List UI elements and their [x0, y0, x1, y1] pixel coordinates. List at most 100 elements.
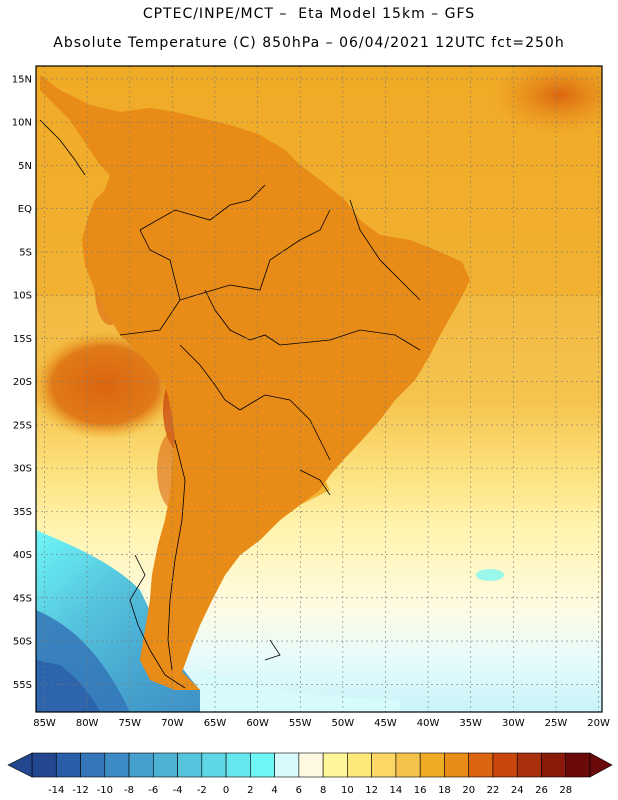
- lon-label: 50W: [332, 718, 355, 729]
- lon-label: 40W: [417, 718, 440, 729]
- lon-label: 35W: [459, 718, 482, 729]
- lat-label: 25S: [13, 420, 32, 431]
- colorbar-label: 4: [271, 785, 277, 796]
- colorbar-label: -10: [97, 785, 113, 796]
- lon-label: 20W: [587, 718, 610, 729]
- colorbar-swatch: [128, 752, 154, 778]
- border-states-central: [279, 329, 421, 351]
- colorbar-swatch: [322, 752, 348, 778]
- colorbar-swatch: [201, 752, 227, 778]
- border-chile-bolivia: [179, 344, 241, 411]
- colorbar-label: 2: [247, 785, 253, 796]
- colorbar-label: 10: [341, 785, 354, 796]
- lat-label: 5S: [19, 247, 32, 258]
- colorbar-swatch: [371, 752, 397, 778]
- colorbar-swatch: [80, 752, 106, 778]
- lat-label: 30S: [13, 464, 32, 475]
- longitude-labels: 85W 80W 75W 70W 65W 60W 55W 50W 45W 40W …: [33, 718, 610, 729]
- lat-label: 15S: [13, 334, 32, 345]
- lat-label: 10N: [12, 118, 32, 129]
- colorbar-swatch: [565, 752, 591, 778]
- colorbar-swatch: [104, 752, 130, 778]
- border-chile-argentina: [167, 439, 186, 671]
- border-amazon: [179, 209, 331, 301]
- colorbar-label: 26: [535, 785, 548, 796]
- latitude-labels: 15N 10N 5N EQ 5S 10S 15S 20S 25S 30S 35S…: [12, 74, 32, 690]
- coast-central-america: [39, 119, 86, 176]
- colorbar-swatch: [468, 752, 494, 778]
- colorbar-label: 0: [223, 785, 229, 796]
- colorbar-swatch: [250, 752, 275, 778]
- colorbar-swatch: [395, 752, 421, 778]
- warm-core-atlantic: [490, 66, 602, 135]
- colorbar-label: 28: [559, 785, 572, 796]
- map-title: CPTEC/INPE/MCT – Eta Model 15km – GFS: [142, 6, 476, 22]
- colorbar-label: 12: [365, 785, 378, 796]
- colorbar-swatch: [419, 752, 445, 778]
- lat-label: 50S: [13, 637, 32, 648]
- border-paraguay: [239, 394, 331, 461]
- border-bolivia: [204, 289, 281, 346]
- colorbar-label: -6: [148, 785, 158, 796]
- border-uruguay: [299, 469, 331, 496]
- colorbar-label: -8: [124, 785, 134, 796]
- colorbar-swatch: [177, 752, 203, 778]
- lon-label: 60W: [246, 718, 269, 729]
- lat-label: EQ: [18, 204, 32, 215]
- colorbar-swatch: [516, 752, 542, 778]
- border-colombia: [139, 184, 266, 231]
- lon-label: 80W: [76, 718, 99, 729]
- colorbar-label: 18: [438, 785, 451, 796]
- lat-label: 40S: [13, 550, 32, 561]
- colorbar-swatches: [31, 752, 591, 778]
- lat-label: 55S: [13, 680, 32, 691]
- temperature-map: 15N 10N 5N EQ 5S 10S 15S 20S 25S 30S 35S…: [12, 65, 610, 729]
- lat-label: 15N: [12, 74, 32, 85]
- lon-label: 30W: [502, 718, 525, 729]
- colorbar-label: 20: [462, 785, 475, 796]
- lon-label: 55W: [289, 718, 312, 729]
- colorbar-label: -14: [48, 785, 64, 796]
- lon-label: 25W: [545, 718, 568, 729]
- colorbar-swatch: [347, 752, 372, 778]
- colorbar-swatch: [298, 752, 324, 778]
- colorbar-label: -2: [197, 785, 207, 796]
- colorbar-label: 22: [487, 785, 500, 796]
- colorbar-swatch: [444, 752, 469, 778]
- lon-label: 85W: [33, 718, 56, 729]
- colorbar-label: 8: [320, 785, 326, 796]
- colorbar-arrow-right: [589, 752, 613, 778]
- lat-label: 35S: [13, 507, 32, 518]
- coast-patagonia-islands: [129, 554, 186, 689]
- colorbar-swatch: [274, 752, 300, 778]
- colorbar-label: 14: [390, 785, 403, 796]
- lat-label: 20S: [13, 377, 32, 388]
- colorbar-arrow-left: [7, 752, 33, 778]
- colorbar-label: -12: [72, 785, 88, 796]
- colorbar-swatch: [225, 752, 251, 778]
- colorbar-swatch: [541, 752, 567, 778]
- border-andes-north: [119, 229, 181, 336]
- border-brazil-states: [349, 199, 421, 301]
- lat-label: 5N: [18, 161, 32, 172]
- colorbar-label: 16: [414, 785, 427, 796]
- colorbar-swatch: [55, 752, 81, 778]
- lat-label: 10S: [13, 291, 32, 302]
- lon-label: 75W: [118, 718, 141, 729]
- colorbar-label: -4: [173, 785, 183, 796]
- colorbar-swatch: [31, 752, 57, 778]
- colorbar-label: 6: [296, 785, 302, 796]
- lat-label: 45S: [13, 593, 32, 604]
- colorbar-swatch: [492, 752, 518, 778]
- colorbar-swatch: [153, 752, 178, 778]
- lat-lon-grid: [36, 66, 602, 712]
- colorbar-labels: -14 -12 -10 -8 -6 -4 -2 0 2 4 6 8 10 12 …: [48, 785, 572, 796]
- lon-label: 70W: [161, 718, 184, 729]
- coastlines: [39, 74, 471, 691]
- coast-falklands: [264, 639, 281, 661]
- map-frame: [35, 65, 603, 713]
- temperature-colorbar: -14 -12 -10 -8 -6 -4 -2 0 2 4 6 8 10 12 …: [7, 752, 613, 796]
- map-subtitle: Absolute Temperature (C) 850hPa – 06/04/…: [53, 35, 565, 51]
- lon-label: 45W: [374, 718, 397, 729]
- colorbar-label: 24: [511, 785, 524, 796]
